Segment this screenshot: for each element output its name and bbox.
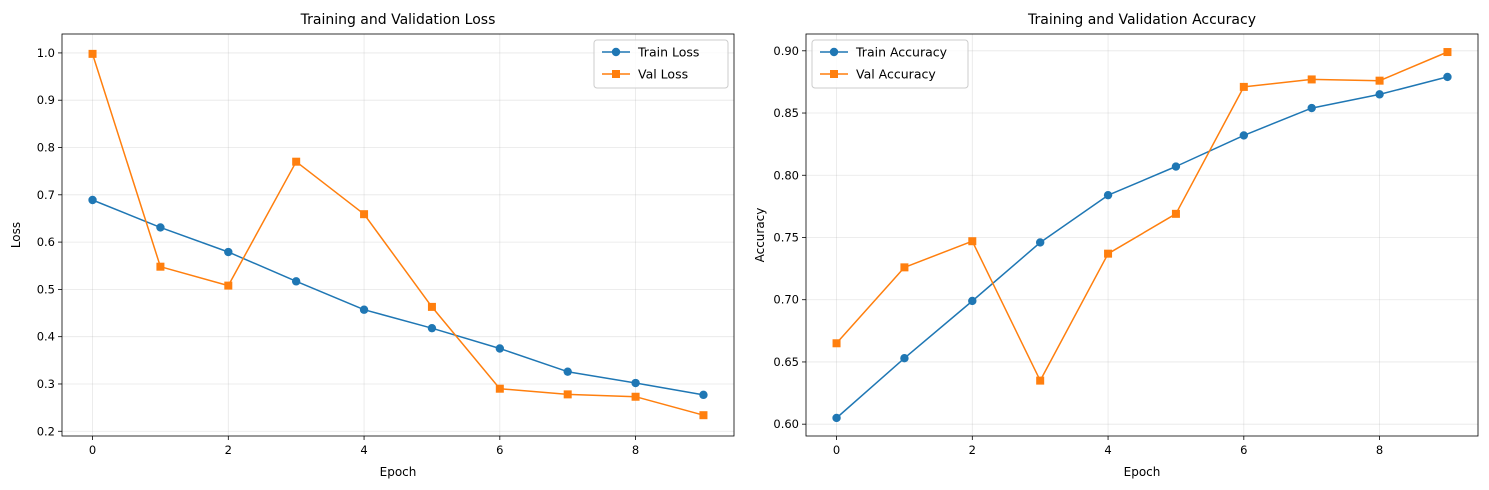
x-tick-label: 0 xyxy=(833,443,840,457)
legend: Train Loss Val Loss xyxy=(593,39,729,89)
legend-label: Train Accuracy xyxy=(855,45,948,60)
data-point xyxy=(699,390,708,400)
y-axis-label: Accuracy xyxy=(753,208,767,263)
data-point xyxy=(156,262,165,271)
y-tick-label: 0.7 xyxy=(37,188,55,202)
x-tick-label: 2 xyxy=(225,443,232,457)
data-point xyxy=(1036,376,1045,385)
series-line xyxy=(92,199,704,396)
x-tick-label: 4 xyxy=(1104,443,1111,457)
data-point xyxy=(900,354,909,363)
loss-chart: 0 2 4 6 8 0.2 0.3 0.4 0.5 0.6 0.7 0.8 0.9 1.0 Training… xyxy=(9,12,735,479)
data-point xyxy=(900,263,909,272)
y-tick-label: 0.5 xyxy=(37,282,55,296)
data-point xyxy=(968,237,977,246)
data-point xyxy=(631,378,640,388)
y-tick-label: 0.2 xyxy=(37,424,55,438)
legend-marker xyxy=(829,47,839,57)
data-point xyxy=(1375,76,1384,85)
legend-marker xyxy=(612,70,620,78)
plot-frame xyxy=(805,33,1479,437)
legend-marker xyxy=(830,70,838,78)
y-tick-label: 0.6 xyxy=(37,235,55,249)
data-point xyxy=(1443,72,1452,82)
data-point xyxy=(291,277,301,286)
data-point xyxy=(359,305,369,314)
data-point xyxy=(292,157,301,166)
data-point xyxy=(224,247,233,257)
data-point xyxy=(563,367,572,376)
data-point xyxy=(156,223,165,232)
plot-frame xyxy=(61,33,735,437)
y-tick-label: 0.90 xyxy=(773,44,799,58)
series-line xyxy=(836,76,1448,419)
chart-title: Training and Validation Accuracy xyxy=(1027,12,1256,28)
x-axis-label: Epoch xyxy=(380,465,417,479)
legend-label: Val Loss xyxy=(638,67,688,82)
data-point xyxy=(1443,48,1452,57)
y-tick-label: 0.3 xyxy=(37,377,55,391)
y-tick-label: 0.60 xyxy=(773,417,799,431)
legend-label: Val Accuracy xyxy=(856,67,936,82)
series-line xyxy=(91,53,704,416)
data-point xyxy=(832,339,841,348)
x-tick-label: 6 xyxy=(1240,443,1247,457)
x-tick-label: 8 xyxy=(632,443,639,457)
legend-frame xyxy=(811,39,969,89)
data-point xyxy=(968,296,977,306)
data-point xyxy=(495,384,504,393)
chart-title: Training and Validation Loss xyxy=(300,12,496,28)
legend-marker xyxy=(611,47,621,57)
y-tick-label: 0.8 xyxy=(37,141,55,155)
x-tick-label: 4 xyxy=(360,443,367,457)
y-tick-label: 0.65 xyxy=(773,355,799,369)
data-point xyxy=(563,390,572,399)
x-tick-label: 0 xyxy=(89,443,96,457)
legend: Train Accuracy Val Accuracy xyxy=(811,39,969,89)
y-tick-label: 0.4 xyxy=(37,330,55,344)
data-point xyxy=(699,411,708,420)
legend-label: Train Loss xyxy=(637,45,699,60)
y-tick-label: 0.70 xyxy=(773,293,799,307)
series-line xyxy=(835,51,1448,382)
y-tick-label: 0.75 xyxy=(773,230,799,244)
x-tick-label: 6 xyxy=(496,443,503,457)
x-axis-label: Epoch xyxy=(1124,465,1161,479)
data-point xyxy=(427,302,436,311)
accuracy-chart: 0 2 4 6 8 0.60 0.65 0.70 0.75 0.80 0.85 0.90 Trainin… xyxy=(753,12,1479,479)
data-point xyxy=(1171,162,1181,171)
data-point xyxy=(1104,249,1113,258)
data-point xyxy=(832,413,841,423)
data-point xyxy=(88,195,97,205)
data-point xyxy=(1375,90,1384,99)
data-point xyxy=(1035,238,1045,247)
y-tick-label: 0.9 xyxy=(37,93,55,107)
data-point xyxy=(631,392,640,401)
data-point xyxy=(1103,190,1113,200)
data-point xyxy=(1239,82,1248,91)
data-point xyxy=(1307,103,1316,113)
y-tick-label: 0.80 xyxy=(773,168,799,182)
y-tick-label: 0.85 xyxy=(773,106,799,120)
data-point xyxy=(495,344,505,353)
data-point xyxy=(1171,209,1180,218)
data-point xyxy=(427,323,437,333)
x-tick-label: 2 xyxy=(969,443,976,457)
y-axis-label: Loss xyxy=(9,222,23,248)
data-point xyxy=(88,49,97,58)
data-point xyxy=(224,281,233,290)
data-point xyxy=(360,210,369,219)
y-tick-label: 1.0 xyxy=(37,46,55,60)
data-point xyxy=(1307,75,1316,84)
data-point xyxy=(1239,131,1249,140)
x-tick-label: 8 xyxy=(1376,443,1383,457)
